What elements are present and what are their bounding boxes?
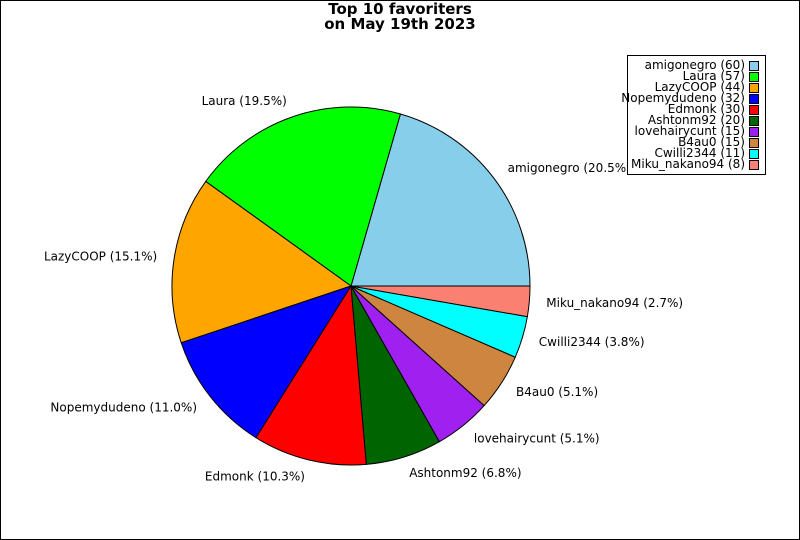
legend-item: Edmonk (30) [628, 102, 765, 116]
legend-label: Ashtonm92 (20) [647, 113, 745, 127]
slice-label-laura: Laura (19.5%) [202, 94, 287, 108]
slice-label-lovehairycunt: lovehairycunt (5.1%) [474, 432, 600, 446]
slice-label-miku-nakano94: Miku_nakano94 (2.7%) [546, 296, 683, 310]
slice-label-cwilli2344: Cwilli2344 (3.8%) [539, 335, 645, 349]
legend-item: Ashtonm92 (20) [628, 113, 765, 127]
legend-label: Miku_nakano94 (8) [631, 157, 745, 171]
pie-labels: amigonegro (20.5%) Laura (19.5%) LazyCOOP … [44, 94, 683, 484]
slice-label-amigonegro: amigonegro (20.5%) [508, 161, 631, 175]
legend-item: Nopemydudeno (32) [621, 92, 765, 104]
legend-item: LazyCOOP (44) [628, 80, 765, 94]
legend-swatch [749, 127, 759, 137]
chart-title-line-2: on May 19th 2023 [324, 15, 476, 33]
pie-slice-edmonk [255, 284, 367, 466]
legend-label: LazyCOOP (44) [654, 80, 745, 94]
legend-label: B4au0 (15) [678, 135, 745, 149]
chart-title-line-1: Top 10 favoriters [328, 0, 472, 18]
slice-label-edmonk: Edmonk (10.3%) [205, 470, 305, 484]
slice-label-ashtonm92: Ashtonm92 (6.8%) [409, 466, 521, 480]
slice-label-nopemydudeno: Nopemydudeno (11.0%) [50, 400, 197, 414]
legend-swatch [749, 116, 759, 126]
chart-legend: amigonegro (60) Laura (57) LazyCOOP (44) No… [621, 55, 766, 175]
legend-item: lovehairycunt (15) [628, 124, 765, 138]
legend-label: Nopemydudeno (32) [621, 91, 745, 105]
legend-label: Edmonk (30) [667, 102, 745, 116]
pie-slice-laura [205, 106, 402, 287]
slice-label-lazycoop: LazyCOOP (15.1%) [44, 250, 157, 264]
slice-label-b4au0: B4au0 (5.1%) [516, 385, 598, 399]
legend-swatch [749, 72, 759, 82]
legend-label: lovehairycunt (15) [634, 124, 745, 138]
legend-item: Laura (57) [628, 69, 765, 83]
legend-swatch [749, 61, 759, 71]
legend-label: Laura (57) [682, 69, 745, 83]
pie-slices [171, 106, 531, 466]
pie-slice-nopemydudeno [180, 285, 353, 439]
legend-label: Cwilli2344 (11) [654, 146, 745, 160]
pie-slice-amigonegro [350, 113, 531, 287]
legend-swatch [749, 138, 759, 148]
legend-label: amigonegro (60) [644, 58, 745, 72]
legend-swatch [749, 94, 759, 104]
pie-slice-lazycoop [171, 180, 353, 344]
legend-item: Miku_nakano94 (8) [628, 157, 765, 171]
legend-swatch [749, 83, 759, 93]
legend-item: amigonegro (60) [628, 58, 765, 72]
chart-title: Top 10 favoriters on May 19th 2023 [1, 2, 799, 32]
legend-item: B4au0 (15) [628, 135, 765, 149]
legend-swatch [749, 149, 759, 159]
legend-swatch [749, 105, 759, 115]
legend-item: Cwilli2344 (11) [628, 146, 765, 160]
legend-swatch [749, 160, 759, 170]
pie-slice-miku-nakano94 [350, 285, 531, 318]
